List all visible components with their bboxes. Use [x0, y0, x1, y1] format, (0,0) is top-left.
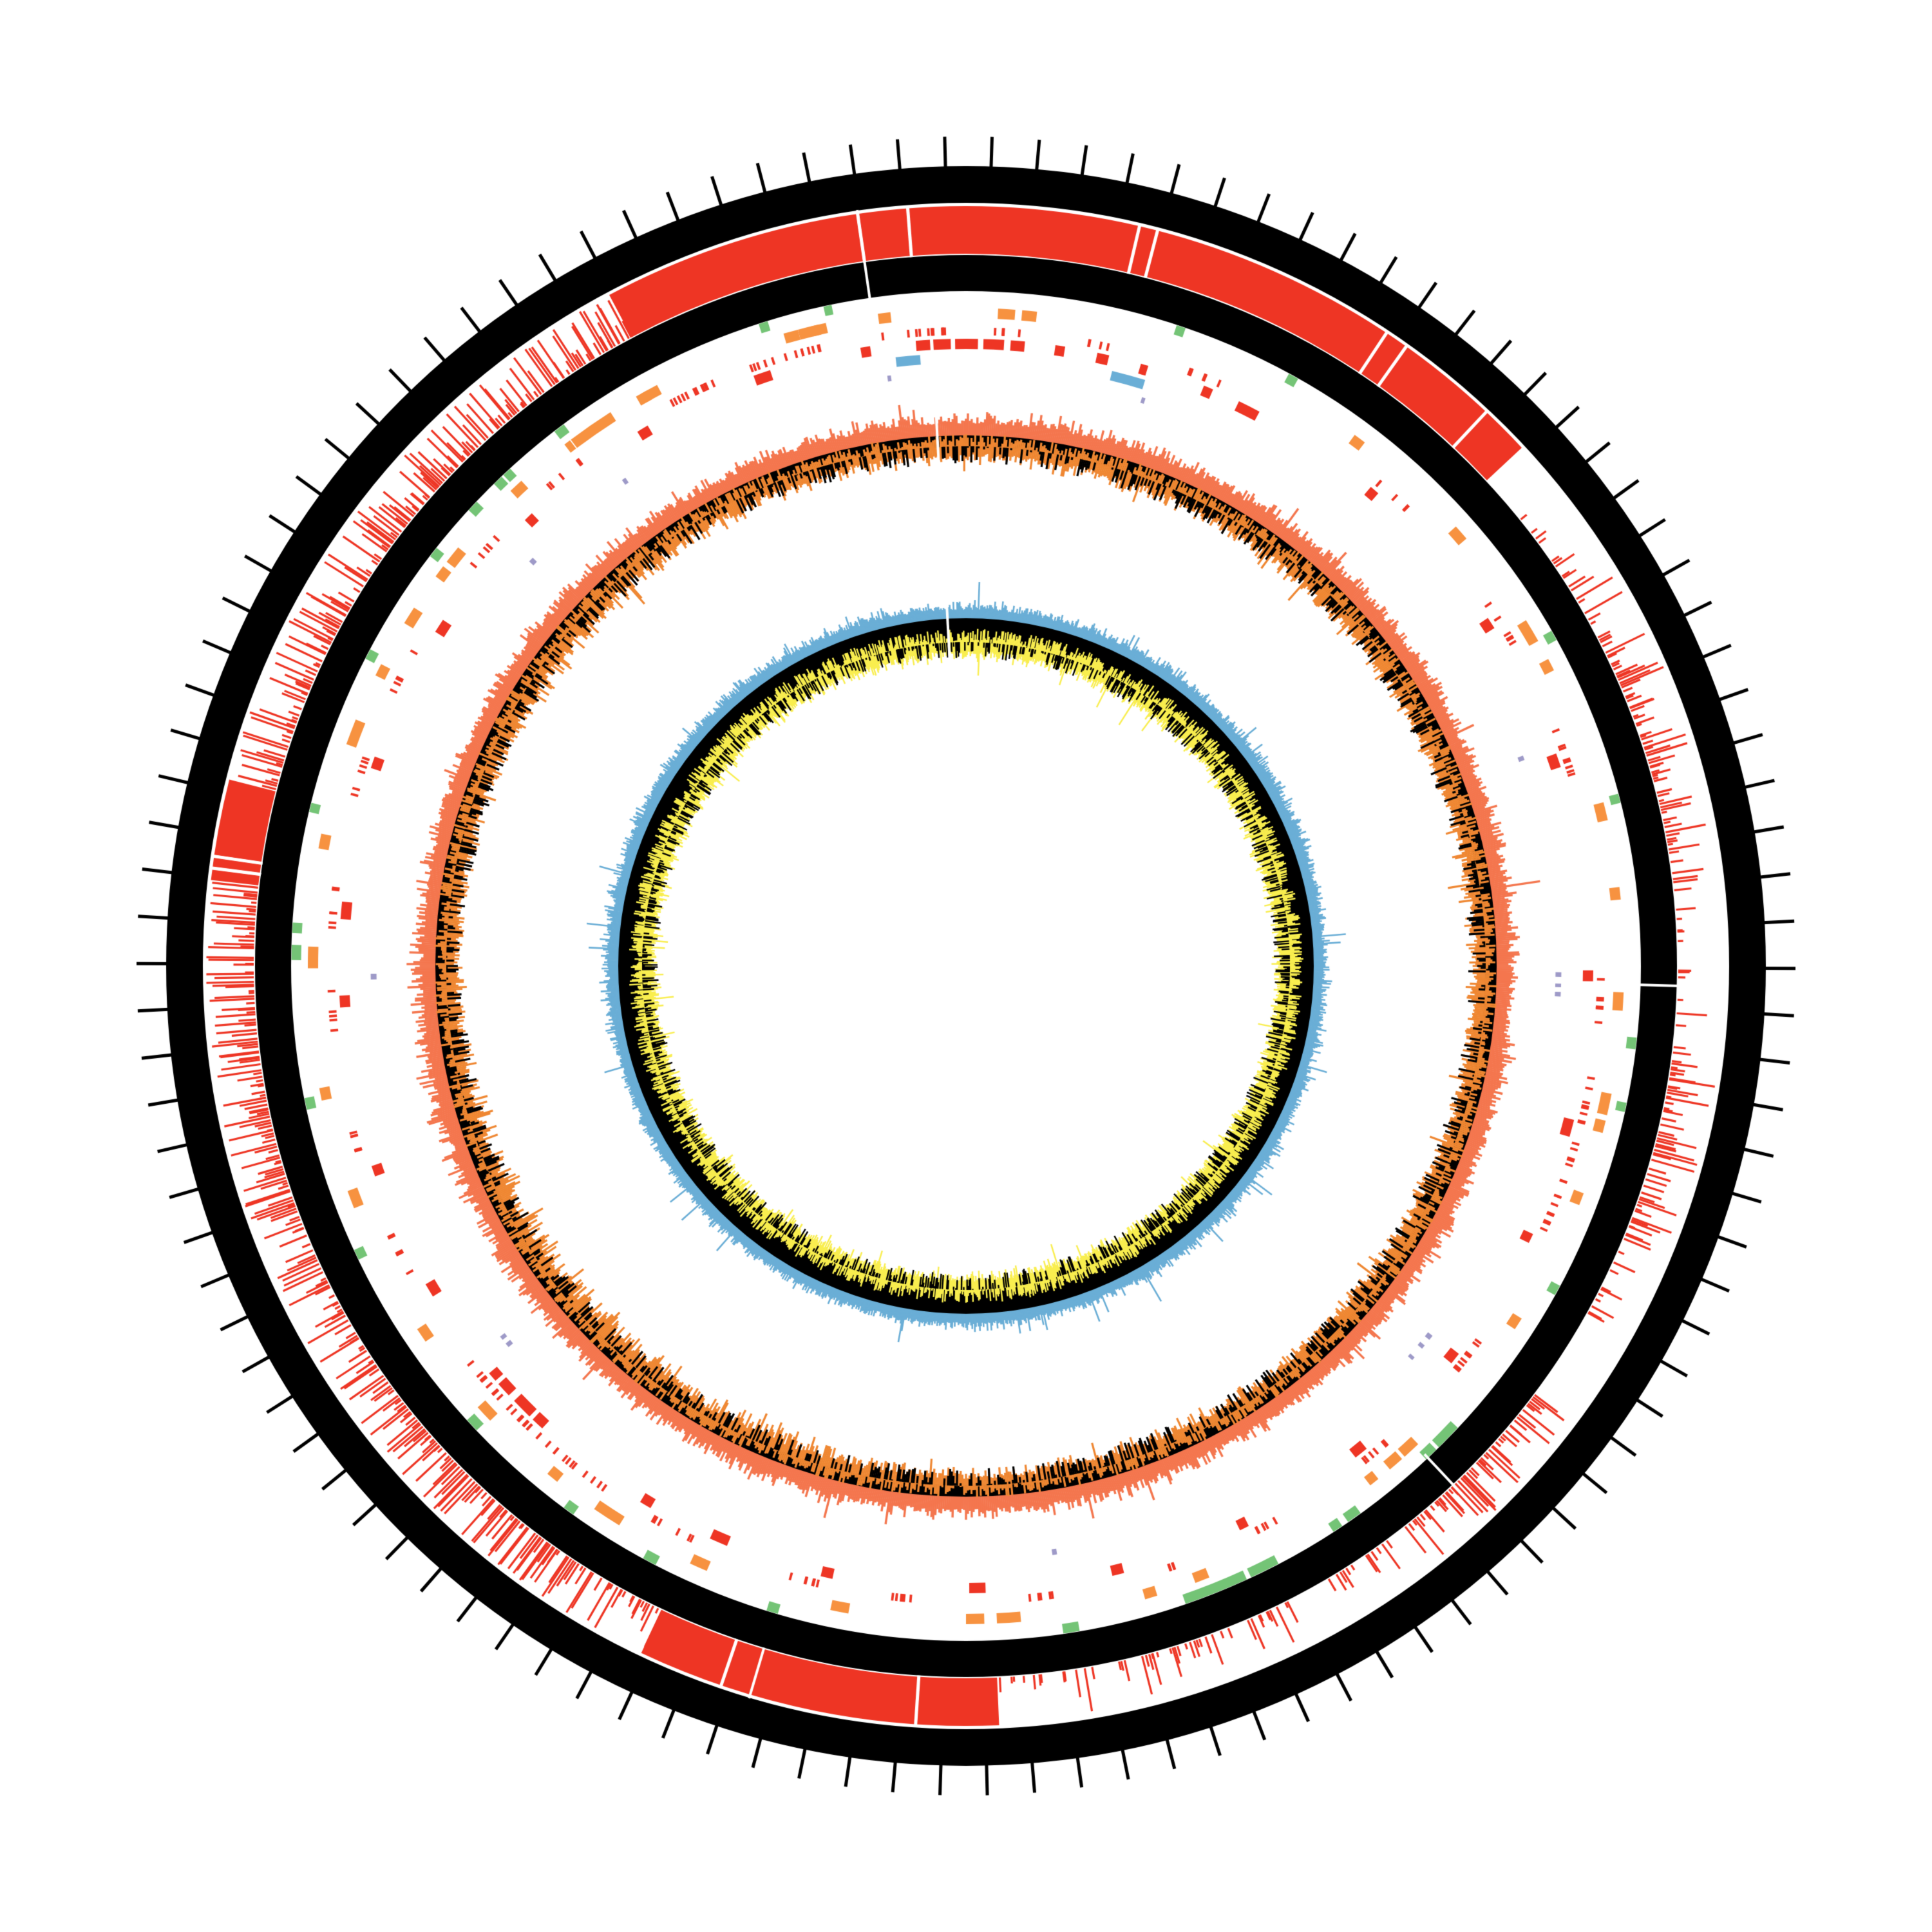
- circos-figure: [0, 0, 1932, 1932]
- circos-plot-canvas: [0, 0, 1932, 1932]
